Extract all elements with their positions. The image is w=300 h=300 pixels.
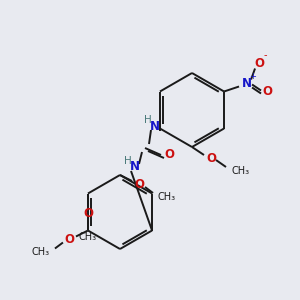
Text: CH₃: CH₃ <box>32 248 50 257</box>
Text: N: N <box>130 160 140 173</box>
Text: H: H <box>144 115 152 125</box>
Text: N: N <box>150 119 160 133</box>
Text: CH₃: CH₃ <box>79 232 97 242</box>
Text: O: O <box>83 207 93 220</box>
Text: H: H <box>124 156 132 166</box>
Text: O: O <box>254 57 264 70</box>
Text: -: - <box>263 50 267 61</box>
Text: CH₃: CH₃ <box>231 166 249 176</box>
Text: CH₃: CH₃ <box>158 192 176 202</box>
Text: O: O <box>64 233 74 246</box>
Text: N: N <box>242 77 252 90</box>
Text: O: O <box>206 152 216 164</box>
Text: O: O <box>262 85 272 98</box>
Text: O: O <box>164 148 174 161</box>
Text: O: O <box>134 178 144 190</box>
Text: +: + <box>250 72 256 81</box>
